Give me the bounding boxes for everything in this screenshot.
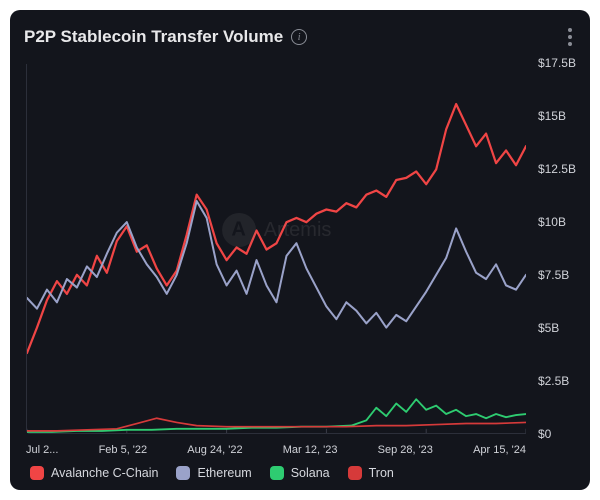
legend-item[interactable]: Ethereum xyxy=(176,466,251,480)
y-tick-label: $7.5B xyxy=(532,268,576,282)
chart-title: P2P Stablecoin Transfer Volume xyxy=(24,27,283,47)
line-chart-svg xyxy=(27,64,526,433)
legend-swatch xyxy=(176,466,190,480)
y-tick-label: $0 xyxy=(532,427,576,441)
legend-item[interactable]: Tron xyxy=(348,466,394,480)
legend-swatch xyxy=(30,466,44,480)
kebab-menu-icon[interactable] xyxy=(564,24,576,50)
chart-card: P2P Stablecoin Transfer Volume i Artemis… xyxy=(10,10,590,490)
info-icon[interactable]: i xyxy=(291,29,307,45)
legend-swatch xyxy=(348,466,362,480)
legend-swatch xyxy=(270,466,284,480)
legend-item[interactable]: Solana xyxy=(270,466,330,480)
x-tick-label: Aug 24, '22 xyxy=(187,444,242,456)
chart-legend: Avalanche C-Chain Ethereum Solana Tron xyxy=(24,466,576,480)
y-axis-labels: $17.5B $15B $12.5B $10B $7.5B $5B $2.5B $0 xyxy=(532,56,576,441)
series-line xyxy=(27,104,526,353)
x-tick-label: Sep 28, '23 xyxy=(378,444,433,456)
x-tick-label: Feb 5, '22 xyxy=(99,444,148,456)
legend-item[interactable]: Avalanche C-Chain xyxy=(30,466,158,480)
y-tick-label: $17.5B xyxy=(532,56,576,70)
legend-label: Ethereum xyxy=(197,466,251,480)
y-tick-label: $2.5B xyxy=(532,374,576,388)
legend-label: Avalanche C-Chain xyxy=(51,466,158,480)
y-tick-label: $10B xyxy=(532,215,576,229)
x-axis-labels: Jul 2... Feb 5, '22 Aug 24, '22 Mar 12, '23… xyxy=(26,444,526,456)
x-tick-label: Mar 12, '23 xyxy=(283,444,338,456)
x-tick-label: Jul 2... xyxy=(26,444,58,456)
series-line xyxy=(27,418,526,431)
y-tick-label: $15B xyxy=(532,109,576,123)
y-tick-label: $5B xyxy=(532,321,576,335)
card-header: P2P Stablecoin Transfer Volume i xyxy=(24,24,576,50)
legend-label: Tron xyxy=(369,466,394,480)
legend-label: Solana xyxy=(291,466,330,480)
x-tick-label: Apr 15, '24 xyxy=(473,444,526,456)
y-tick-label: $12.5B xyxy=(532,162,576,176)
chart-plot-area: Artemis $17.5B$15B$12.5B$10B$7.5B$5B$2.5… xyxy=(26,64,526,434)
series-line xyxy=(27,201,526,328)
